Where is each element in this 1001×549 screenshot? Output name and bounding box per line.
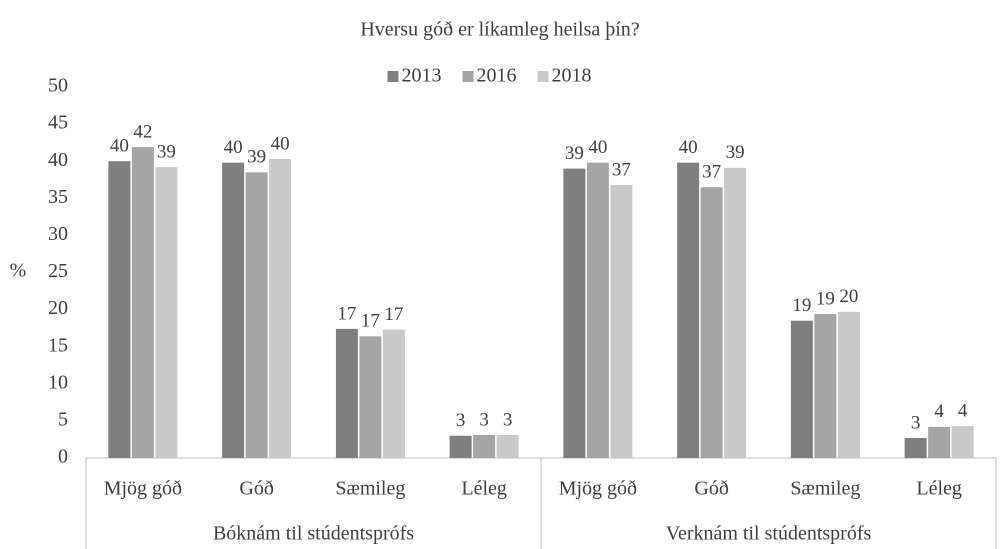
bar [904, 437, 927, 458]
bar [108, 161, 131, 458]
group-label: Bóknám til stúdentsprófs [213, 523, 414, 545]
data-label: 19 [816, 288, 835, 309]
data-label: 40 [271, 133, 290, 154]
bar [563, 168, 586, 458]
data-label: 17 [384, 304, 403, 325]
bar [382, 329, 405, 458]
legend-swatch [387, 71, 399, 82]
y-tick-label: 25 [48, 260, 68, 282]
y-tick-label: 5 [58, 408, 68, 430]
data-label: 40 [110, 136, 129, 157]
y-tick-label: 0 [58, 446, 68, 468]
bar [951, 426, 974, 458]
y-tick-label: 45 [48, 112, 68, 134]
y-axis-label: % [10, 260, 27, 282]
group-label: Verknám til stúdentsprófs [666, 523, 872, 545]
bar [586, 162, 609, 458]
legend-label: 2016 [477, 65, 517, 87]
x-tick-label: Mjög góð [559, 478, 637, 500]
legend-label: 2013 [402, 65, 442, 87]
y-tick-label: 40 [48, 149, 68, 171]
data-label: 3 [456, 410, 466, 431]
data-label: 19 [792, 295, 811, 316]
bar [245, 172, 268, 458]
data-label: 39 [247, 147, 266, 168]
data-label: 3 [479, 409, 489, 430]
data-label: 17 [361, 311, 380, 332]
data-label: 40 [224, 137, 243, 158]
x-tick-label: Mjög góð [104, 478, 182, 500]
bar [610, 184, 633, 458]
bar [131, 147, 154, 459]
bar [335, 328, 358, 458]
y-tick-label: 10 [48, 371, 68, 393]
bar [700, 187, 723, 459]
y-tick-label: 15 [48, 334, 68, 356]
bar [269, 158, 292, 458]
y-tick-label: 30 [48, 223, 68, 245]
bar [814, 314, 837, 458]
x-tick-label: Sæmileg [790, 478, 860, 500]
x-tick-label: Góð [694, 478, 728, 500]
bar [222, 162, 245, 458]
data-label: 37 [612, 159, 631, 180]
data-label: 40 [679, 137, 698, 158]
x-tick-label: Léleg [461, 478, 507, 500]
bar [155, 167, 178, 459]
bar [473, 434, 496, 458]
bar [496, 434, 519, 458]
data-label: 4 [958, 400, 968, 421]
data-label: 37 [702, 162, 721, 183]
x-tick-label: Léleg [916, 478, 962, 500]
bar [928, 426, 951, 458]
data-label: 39 [726, 142, 745, 163]
x-tick-label: Sæmileg [335, 478, 405, 500]
data-label: 39 [157, 141, 176, 162]
y-tick-label: 20 [48, 297, 68, 319]
data-label: 39 [565, 143, 584, 164]
bar [724, 167, 747, 459]
data-label: 40 [588, 137, 607, 158]
x-tick-label: Góð [239, 478, 273, 500]
legend-label: 2018 [552, 65, 592, 87]
legend-swatch [537, 71, 549, 82]
chart-title: Hversu góð er líkamleg heilsa þín? [360, 19, 639, 41]
data-label: 4 [934, 401, 944, 422]
y-tick-label: 50 [48, 75, 68, 97]
bar [449, 435, 472, 458]
bar [359, 336, 382, 458]
data-label: 3 [911, 412, 921, 433]
bar [677, 162, 700, 458]
data-label: 3 [503, 409, 513, 430]
bar [790, 320, 813, 458]
bar [837, 311, 860, 458]
data-label: 17 [337, 303, 356, 324]
data-label: 42 [133, 121, 152, 142]
legend-swatch [462, 71, 474, 82]
data-label: 20 [839, 286, 858, 307]
y-tick-label: 35 [48, 186, 68, 208]
